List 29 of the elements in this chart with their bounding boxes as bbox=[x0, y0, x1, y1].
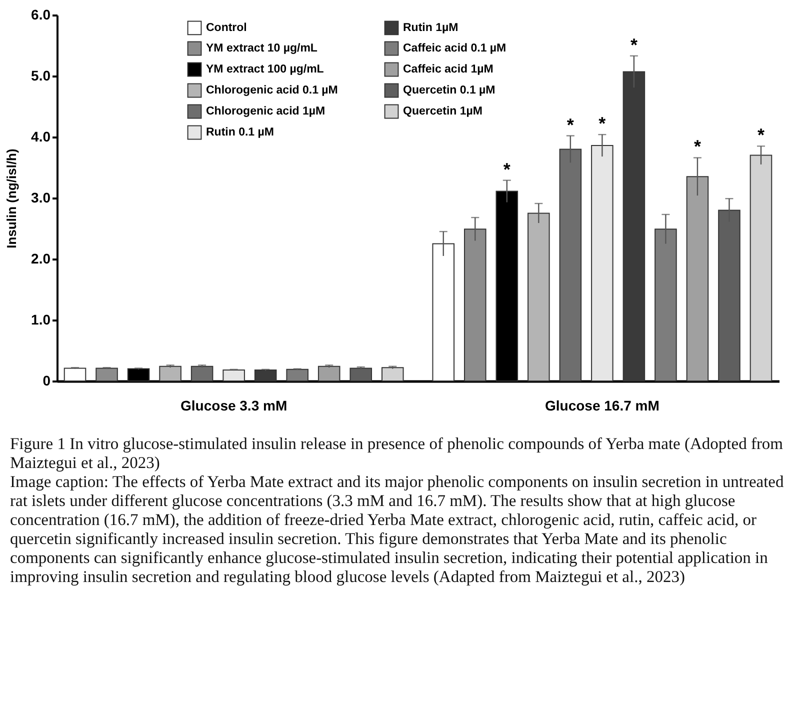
y-tick-label: 3.0 bbox=[31, 190, 51, 206]
data-label: * bbox=[598, 114, 606, 134]
legend-label: Control bbox=[206, 22, 247, 34]
data-label: * bbox=[694, 136, 701, 157]
x-tick-label: Glucose 16.7 mM bbox=[544, 398, 660, 414]
text: Image caption: The effects of Yerba Mate extract and its major phenolic components on insulin secretion in untreated rat islets under different glucose concentrations (3.3 mM and 16.7 mM). The results show that at high glucose concentration (16.7 mM), the addition of freeze-dried Yerba Mate extract, chlorogenic acid, rutin, caffeic acid, or quercetin significantly increased insulin secretion. This figure demonstrates that Yerba Mate and its phenolic components can significantly enhance glucose-stimulated insulin secretion, indicating their potential application in improving insulin secretion and regulating blood glucose levels (Adapted from Maiztegui et al., 2023) bbox=[10, 472, 785, 586]
legend-label: Caffeic acid 0.1 µM bbox=[403, 42, 506, 54]
legend-label: YM extract 100 µg/mL bbox=[206, 64, 324, 76]
data-label: * bbox=[566, 114, 574, 135]
y-tick-label: 6.0 bbox=[31, 6, 51, 22]
legend-label: Rutin 0.1 µM bbox=[206, 126, 274, 138]
legend-label: Quercetin 1µM bbox=[403, 106, 482, 118]
legend-label: Chlorogenic acid 0.1 µM bbox=[206, 84, 338, 96]
legend-label: Chlorogenic acid 1µM bbox=[206, 106, 326, 118]
y-tick-label: 0 bbox=[42, 372, 51, 388]
y-tick-label: 2.0 bbox=[31, 250, 51, 266]
legend-label: Caffeic acid 1µM bbox=[403, 64, 494, 76]
y-axis-title: Insulin (ng/isl/h) bbox=[4, 148, 20, 248]
data-label: * bbox=[757, 125, 764, 146]
data-label: * bbox=[630, 34, 638, 55]
y-tick-label: 4.0 bbox=[31, 128, 51, 144]
legend-label: YM extract 10 µg/mL bbox=[206, 42, 318, 54]
legend-label: Rutin 1µM bbox=[403, 22, 458, 34]
y-tick-label: 5.0 bbox=[31, 68, 51, 84]
legend-label: Quercetin 0.1 µM bbox=[403, 84, 496, 96]
y-tick-label: 1.0 bbox=[31, 312, 51, 328]
data-label: * bbox=[503, 159, 510, 180]
x-tick-label: Glucose 3.3 mM bbox=[180, 398, 288, 414]
caption: Figure 1 In vitro glucose-stimulated insulin release in presence of phenolic compounds of Yerba mate (Adopted from Maiztegui et al., 2023) bbox=[10, 434, 784, 472]
